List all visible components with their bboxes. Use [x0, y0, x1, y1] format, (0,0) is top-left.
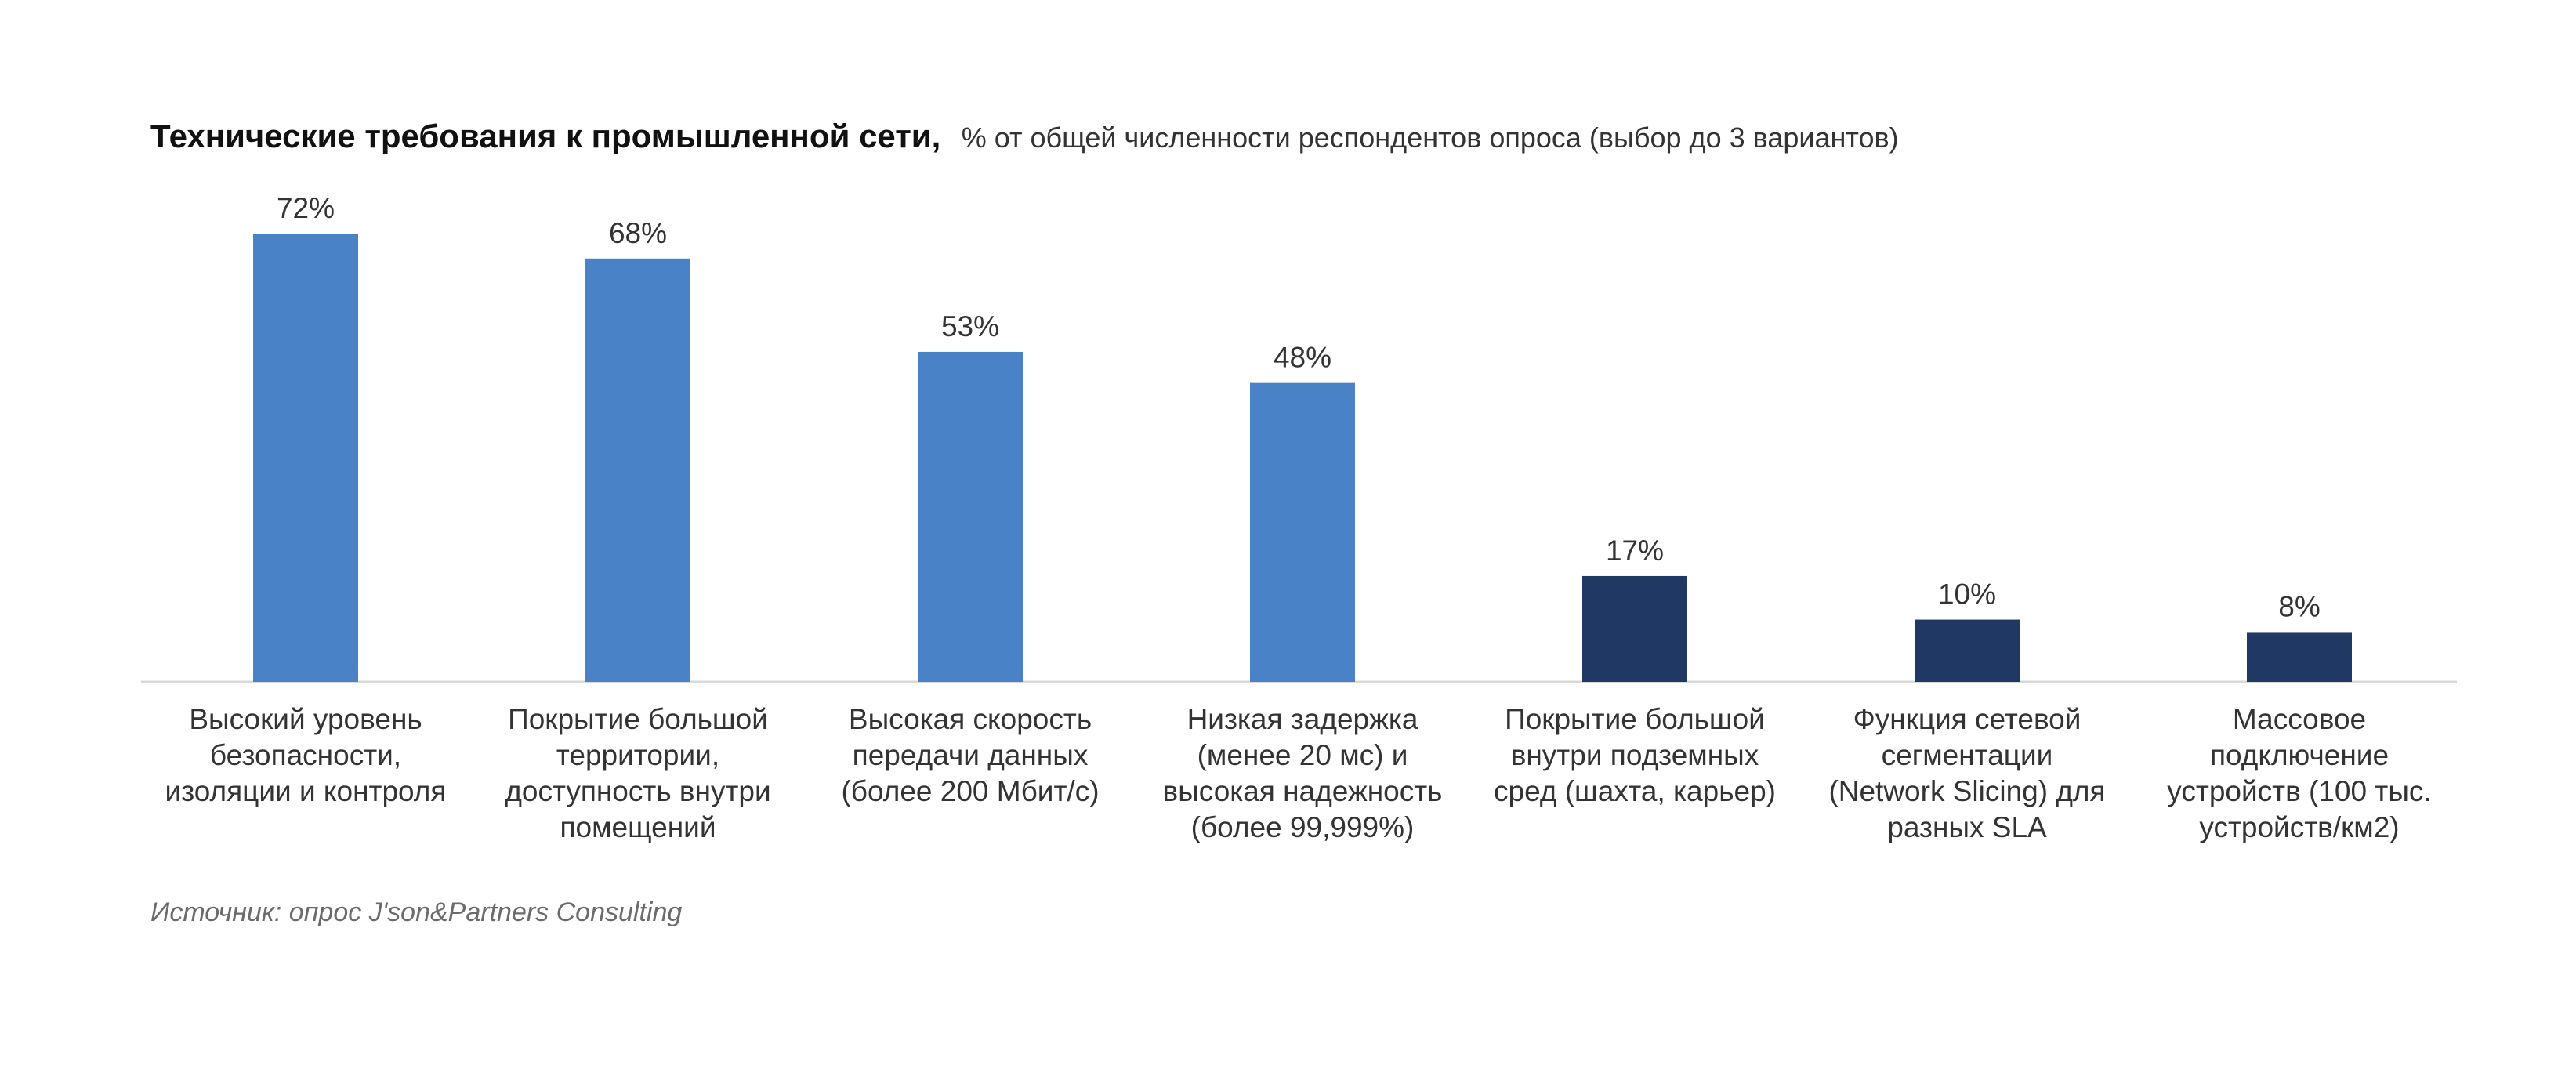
category-label-line: Функция сетевой — [1853, 703, 2081, 735]
category-label-3: Высокая скорость передачи данных (более 20… — [841, 703, 1099, 807]
category-label-line: сегментации — [1882, 739, 2053, 771]
category-label-7: Массовое подключение устройств (100 тыс. ус… — [2167, 703, 2431, 843]
bar-1 — [253, 234, 358, 682]
category-label-line: Низкая задержка — [1187, 703, 1418, 735]
category-label-6: Функция сетевой сегментации (Network Slici… — [1828, 703, 2105, 843]
category-label-line: доступность внутри — [505, 775, 770, 807]
category-label-5: Покрытие большой внутри подземных сред (ша… — [1494, 703, 1776, 807]
category-label-line: высокая надежность — [1163, 775, 1443, 807]
category-label-1: Высокий уровень безопасности, изоляции и к… — [165, 703, 447, 807]
category-label-line: сред (шахта, карьер) — [1494, 775, 1776, 807]
bar-5 — [1582, 575, 1687, 682]
bar-6 — [1915, 619, 2020, 682]
bar-2 — [585, 258, 690, 682]
value-label-7: 8% — [2278, 590, 2320, 622]
source-note: Источник: опрос J'son&Partners Consultin… — [150, 897, 683, 927]
category-label-line: территории, — [556, 739, 719, 771]
category-label-line: разных SLA — [1887, 811, 2047, 843]
category-label-line: подключение — [2210, 739, 2389, 771]
bar-7 — [2247, 632, 2352, 682]
category-label-line: передачи данных — [853, 739, 1089, 771]
value-label-1: 72% — [277, 192, 335, 224]
chart-subtitle: % от общей численности респондентов опро… — [961, 121, 1899, 154]
category-label-line: Массовое — [2233, 703, 2366, 735]
category-label-line: устройств/км2) — [2199, 811, 2399, 843]
category-label-line: Высокая скорость — [849, 703, 1092, 735]
category-label-line: Покрытие большой — [1505, 703, 1765, 735]
category-label-line: Высокий уровень — [189, 703, 422, 735]
value-label-6: 10% — [1938, 578, 1996, 611]
chart-title-row: Технические требования к промышленной се… — [150, 118, 1899, 155]
chart-title: Технические требования к промышленной се… — [150, 118, 941, 154]
category-label-line: (более 200 Мбит/с) — [841, 775, 1099, 807]
value-label-4: 48% — [1274, 342, 1331, 374]
category-label-line: (Network Slicing) для — [1828, 775, 2105, 807]
category-label-line: Покрытие большой — [508, 703, 768, 735]
category-label-2: Покрытие большой территории, доступность в… — [505, 703, 770, 843]
category-label-line: (более 99,999%) — [1191, 811, 1415, 843]
category-label-line: (менее 20 мс) и — [1197, 739, 1408, 771]
value-label-2: 68% — [609, 217, 667, 249]
category-label-line: изоляции и контроля — [165, 775, 447, 807]
category-label-line: помещений — [560, 811, 716, 843]
value-label-3: 53% — [941, 310, 999, 343]
category-label-line: безопасности, — [210, 739, 401, 771]
category-label-line: устройств (100 тыс. — [2167, 775, 2431, 807]
category-label-4: Низкая задержка (менее 20 мс) и высокая на… — [1163, 703, 1443, 843]
category-label-line: внутри подземных — [1511, 739, 1759, 771]
value-label-5: 17% — [1606, 535, 1664, 567]
bar-4 — [1250, 382, 1355, 682]
bar-3 — [918, 351, 1023, 682]
